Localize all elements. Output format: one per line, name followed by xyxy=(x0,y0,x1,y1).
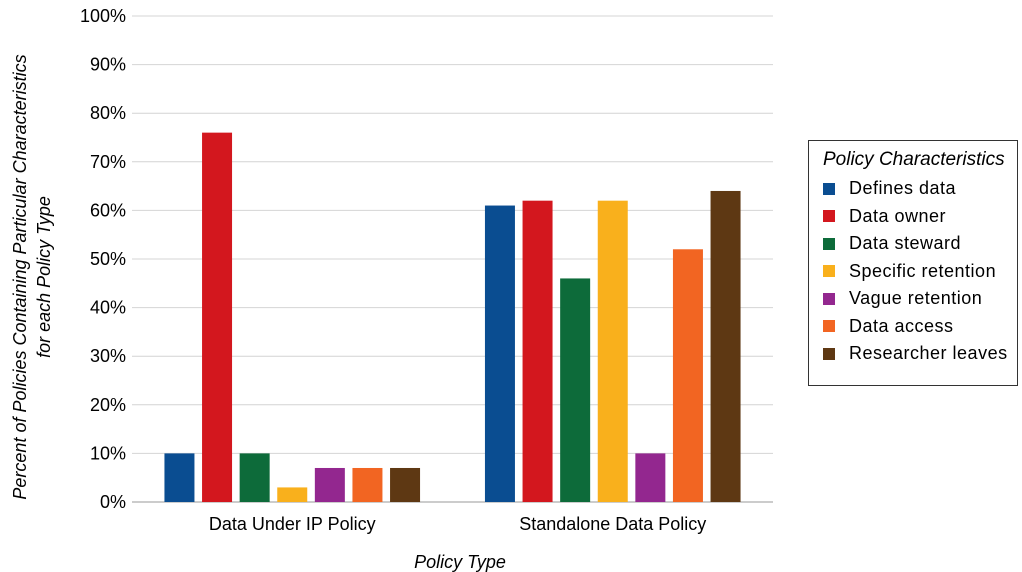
legend-swatch xyxy=(823,347,835,360)
bar-defines-data xyxy=(164,453,195,502)
legend-title: Policy Characteristics xyxy=(823,149,1005,170)
bar-specific-retention xyxy=(597,200,628,502)
y-tick-label: 100% xyxy=(80,6,126,26)
legend-label: Defines data xyxy=(849,178,957,199)
legend-label: Data owner xyxy=(849,205,947,226)
legend-label: Data access xyxy=(849,315,954,336)
legend-swatch xyxy=(823,320,835,333)
y-tick-label: 90% xyxy=(90,55,126,75)
y-tick-label: 20% xyxy=(90,395,126,415)
x-axis-categories: Data Under IP Policy Standalone Data Poli… xyxy=(209,514,706,534)
legend-item: Data owner xyxy=(823,203,1017,231)
y-axis-ticks: 0% 10% 20% 30% 40% 50% 60% 70% 80% 90% 100% xyxy=(80,6,126,512)
bar-vague-retention xyxy=(635,453,666,502)
bar-researcher-leaves xyxy=(390,467,421,502)
legend-swatch xyxy=(823,237,835,250)
legend-item: Vague retention xyxy=(823,285,1017,313)
legend-items: Defines data Data owner Data steward Specif… xyxy=(823,175,1017,368)
gridlines xyxy=(132,15,773,503)
y-tick-label: 40% xyxy=(90,298,126,318)
y-axis-title-line2: for each Policy Type xyxy=(34,196,54,358)
bar-data-access xyxy=(672,249,703,502)
legend-label: Researcher leaves xyxy=(849,343,1008,364)
y-tick-label: 70% xyxy=(90,152,126,172)
bar-vague-retention xyxy=(314,467,345,502)
bar-defines-data xyxy=(484,205,515,503)
bars xyxy=(164,132,741,503)
legend-swatch xyxy=(823,265,835,278)
legend-swatch xyxy=(823,182,835,195)
legend-label: Vague retention xyxy=(849,288,983,309)
y-axis-title-line1: Percent of Policies Containing Particula… xyxy=(10,54,30,499)
legend-label: Specific retention xyxy=(849,260,997,281)
bar-data-steward xyxy=(560,278,591,502)
bar-specific-retention xyxy=(277,487,308,502)
legend-swatch xyxy=(823,292,835,305)
legend: Policy Characteristics Defines data Data … xyxy=(808,140,1018,386)
legend-swatch xyxy=(823,210,835,223)
y-tick-label: 60% xyxy=(90,200,126,220)
y-tick-label: 50% xyxy=(90,249,126,269)
x-axis-title: Policy Type xyxy=(414,552,506,572)
x-category-label: Standalone Data Policy xyxy=(519,514,706,534)
bar-data-owner xyxy=(202,132,233,502)
y-axis-title: Percent of Policies Containing Particula… xyxy=(10,54,54,499)
legend-item: Defines data xyxy=(823,175,1017,203)
y-tick-label: 0% xyxy=(100,492,126,512)
x-category-label: Data Under IP Policy xyxy=(209,514,376,534)
bar-data-steward xyxy=(239,453,270,502)
legend-item: Specific retention xyxy=(823,258,1017,286)
legend-item: Data steward xyxy=(823,230,1017,258)
legend-item: Data access xyxy=(823,313,1017,341)
y-tick-label: 10% xyxy=(90,443,126,463)
bar-data-access xyxy=(352,467,383,502)
legend-label: Data steward xyxy=(849,233,962,254)
y-tick-label: 80% xyxy=(90,103,126,123)
bar-data-owner xyxy=(522,200,553,502)
y-tick-label: 30% xyxy=(90,346,126,366)
legend-item: Researcher leaves xyxy=(823,340,1017,368)
bar-researcher-leaves xyxy=(710,190,741,502)
